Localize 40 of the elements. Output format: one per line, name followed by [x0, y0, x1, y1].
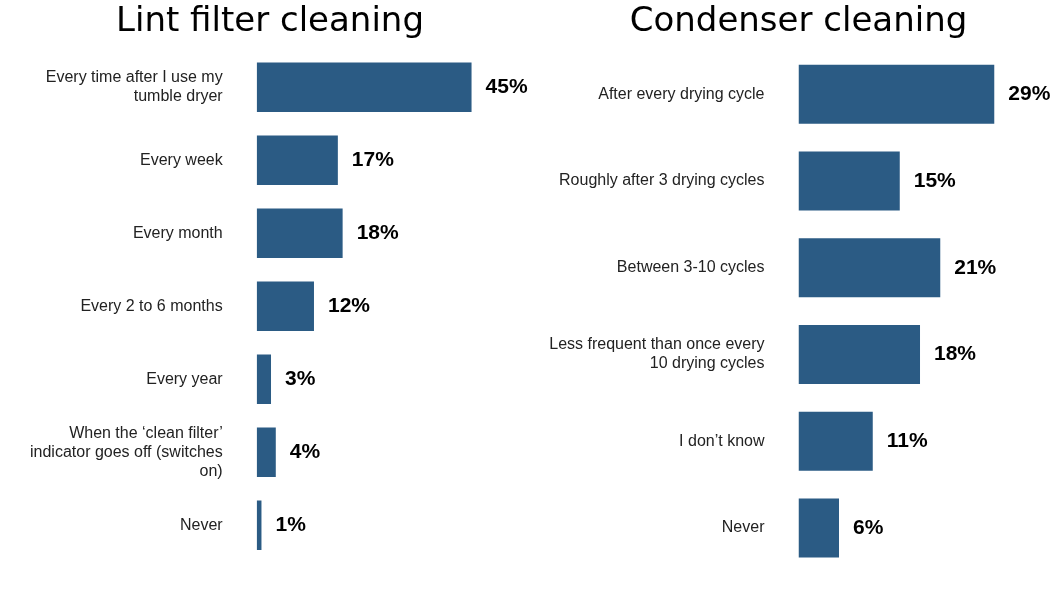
- data-label: 45%: [485, 74, 528, 98]
- y-tick-label: Every week: [139, 150, 224, 168]
- chart-title: Lint filter cleaning: [116, 0, 424, 40]
- data-label: 11%: [886, 428, 928, 452]
- y-tick-label: Every year: [146, 369, 224, 387]
- data-label: 1%: [275, 512, 307, 536]
- data-label: 12%: [327, 293, 371, 317]
- data-label: 18%: [356, 220, 399, 244]
- data-label: 4%: [289, 439, 321, 463]
- y-tick-label: Never: [180, 515, 224, 533]
- y-tick-label: Every 2 to 6 months: [80, 296, 223, 314]
- bar: [798, 238, 941, 298]
- chart-title: Condenser cleaning: [629, 0, 968, 40]
- y-tick-label: Between 3-10 cycles: [616, 258, 765, 276]
- bar: [798, 151, 900, 211]
- bar: [798, 411, 873, 471]
- data-label: 18%: [934, 341, 977, 365]
- y-tick-label: Every time after I use my tumble dryer: [45, 68, 224, 105]
- bar: [256, 208, 343, 259]
- y-tick-label: Less frequent than once every 10 drying cycles: [549, 335, 765, 372]
- y-tick-label: I don’t know: [679, 431, 765, 449]
- y-tick-label: Never: [721, 518, 766, 536]
- bar: [256, 354, 272, 405]
- bar: [256, 62, 472, 113]
- data-label: 17%: [351, 147, 395, 171]
- bar: [798, 324, 921, 384]
- data-label: 21%: [954, 254, 997, 278]
- bar: [256, 281, 314, 332]
- bar: [798, 64, 995, 124]
- data-label: 6%: [853, 514, 884, 538]
- data-label: 15%: [913, 167, 957, 191]
- data-label: 3%: [285, 366, 316, 390]
- y-tick-label: When the ‘clean filter’ indicator goes off (switches on): [30, 423, 223, 479]
- bar: [256, 135, 338, 186]
- y-tick-label: After every drying cycle: [598, 84, 765, 102]
- data-label: 29%: [1008, 80, 1051, 104]
- bar: [798, 498, 839, 558]
- bar: [256, 427, 276, 478]
- y-tick-label: Roughly after 3 drying cycles: [559, 171, 765, 189]
- y-tick-label: Every month: [132, 223, 223, 241]
